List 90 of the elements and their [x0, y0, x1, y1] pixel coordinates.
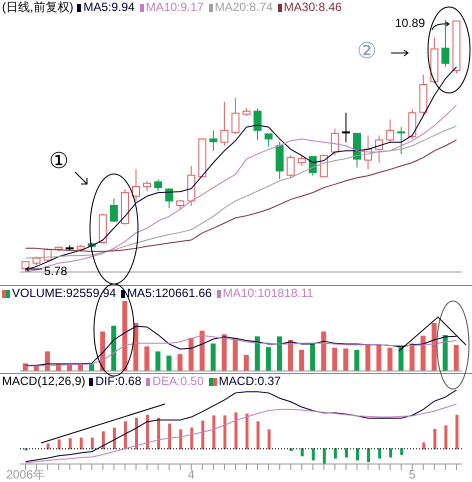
annotation: 10.89 [395, 16, 426, 30]
bar [420, 336, 426, 371]
bar [354, 350, 360, 371]
bar [178, 354, 183, 371]
bar [232, 338, 238, 371]
bar [310, 342, 316, 371]
bar [356, 448, 359, 460]
bar [422, 442, 426, 450]
legend-label: MA10:101818.11 [222, 286, 314, 300]
x-tick-label: 4 [188, 468, 195, 482]
bar [111, 326, 116, 371]
bar [135, 418, 138, 450]
bar [166, 356, 172, 371]
x-tick-label: 5 [408, 468, 416, 482]
bar [433, 428, 436, 450]
bar [146, 414, 150, 450]
bar [190, 428, 194, 450]
bar [90, 438, 94, 450]
bar [398, 347, 404, 371]
bar [68, 438, 72, 450]
legend-label: MA5:120661.66 [126, 286, 212, 300]
bar [300, 448, 304, 456]
candlestick [187, 165, 196, 206]
bar [276, 336, 282, 371]
annotation: 5.78 [44, 264, 68, 278]
legend-label: DIF:0.68 [94, 374, 142, 388]
bar [122, 300, 128, 371]
bar [144, 346, 150, 371]
bar [334, 448, 337, 459]
candlestick [342, 112, 350, 143]
bar [432, 322, 437, 371]
bar [376, 344, 382, 371]
bar [168, 424, 172, 450]
bar [89, 364, 94, 371]
x-tick-label: 2006年 [6, 468, 45, 482]
legend-label: MA5:9.94 [82, 0, 135, 14]
legend-label: MA20:8.74 [214, 0, 273, 14]
bar [312, 448, 315, 460]
bar [268, 429, 271, 450]
bar [212, 415, 216, 450]
bar [332, 348, 338, 371]
candlestick [364, 134, 372, 170]
bar [112, 428, 116, 450]
bar [223, 415, 226, 450]
legend-label: MA30:8.46 [282, 0, 342, 14]
bar [365, 344, 370, 371]
bar [343, 348, 348, 371]
bar [80, 438, 83, 450]
bar [155, 351, 160, 371]
legend-label: MA10:9.17 [144, 0, 204, 14]
bar [256, 421, 260, 450]
bar [344, 448, 348, 458]
bar [201, 420, 204, 450]
bar [157, 418, 160, 450]
bar [444, 425, 448, 450]
annotation: ① [49, 148, 69, 173]
bar [210, 344, 216, 371]
bar [254, 336, 260, 371]
bar [246, 414, 248, 450]
bar [389, 448, 392, 458]
bar [234, 412, 238, 450]
candlestick [397, 126, 406, 155]
bar [244, 354, 249, 371]
bar [179, 429, 182, 450]
bar [124, 421, 127, 450]
bar [378, 448, 382, 459]
bar [321, 331, 326, 371]
candlestick [209, 130, 218, 152]
bar [102, 431, 105, 450]
bar [288, 340, 294, 371]
bar [454, 344, 459, 371]
bar [266, 347, 271, 371]
bar [299, 350, 304, 371]
bar [387, 348, 392, 371]
bar [58, 439, 61, 450]
bar [200, 330, 205, 371]
bar [410, 344, 415, 371]
chart-title: (日线,前复权) [2, 0, 74, 14]
bar [442, 335, 448, 371]
chart-title: MACD(12,26,9) [2, 374, 86, 388]
bar [222, 334, 227, 371]
legend-label: MACD:0.37 [218, 374, 281, 388]
bar [322, 448, 326, 464]
bar [400, 448, 404, 456]
candlestick [132, 168, 140, 202]
bar [455, 414, 458, 450]
bar [188, 338, 194, 371]
legend-label: DEA:0.50 [151, 374, 204, 388]
annotation: ② [357, 38, 377, 63]
bar [367, 448, 370, 462]
